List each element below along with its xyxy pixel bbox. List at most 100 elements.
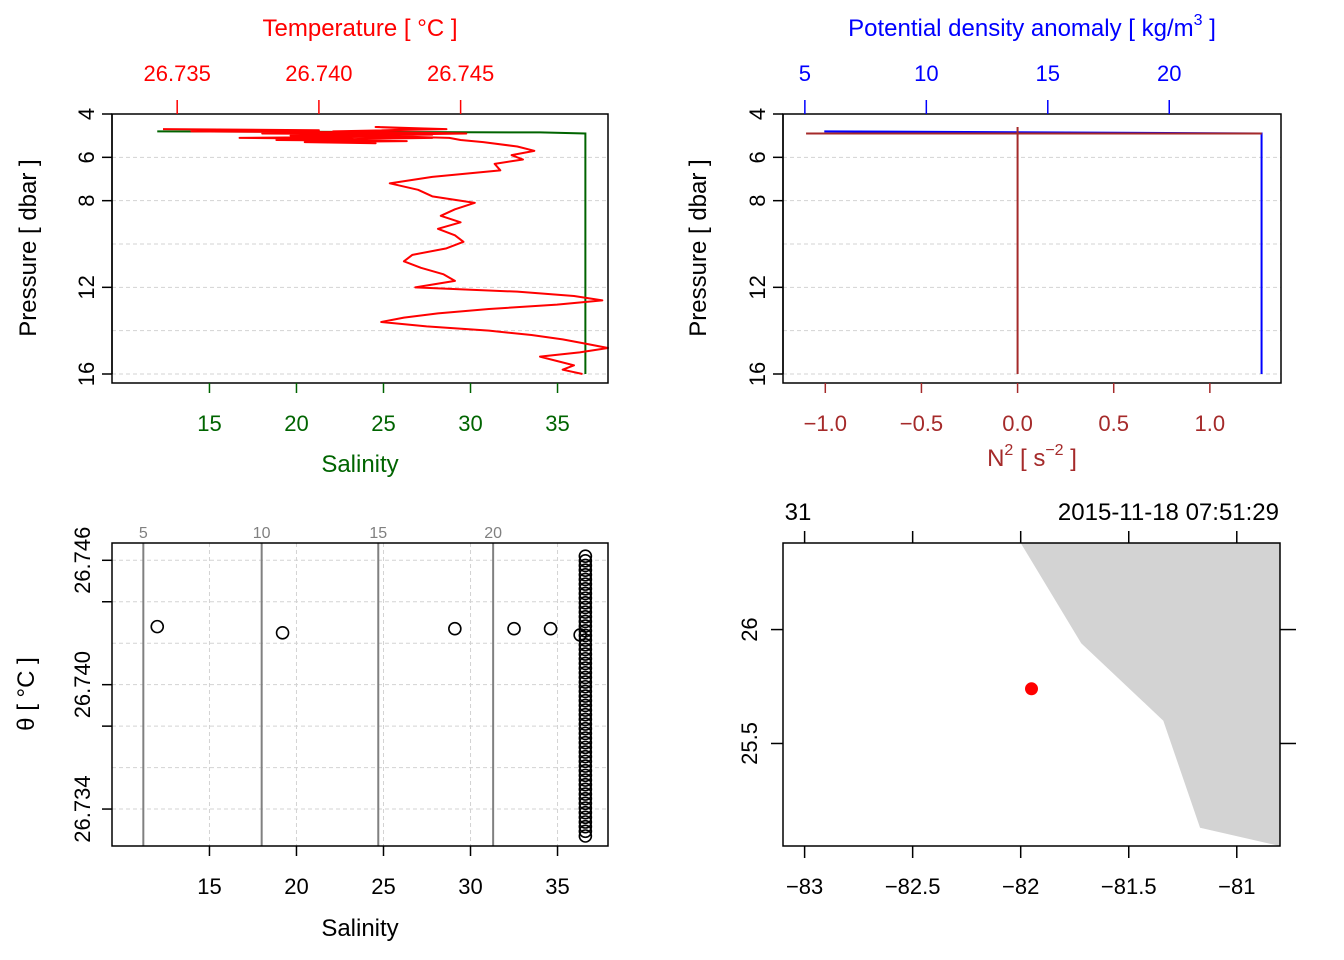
- tsdiag-cluster-point: [578, 679, 593, 694]
- n2-line: [806, 127, 1262, 374]
- n2-axis-title: N2 [ s−2 ]: [987, 442, 1077, 472]
- ts-bottom-tick-label: 25: [371, 411, 395, 436]
- tsdiag-plot-frame: [111, 542, 609, 847]
- tsdiag-bottom-axis: 15 20 25 30 35: [197, 846, 570, 899]
- tsdiag-cluster-point: [578, 656, 593, 671]
- density-top-tick-label: 20: [1157, 61, 1181, 86]
- tsdiag-cluster-point: [578, 595, 593, 610]
- n2-axis-title-main: N: [987, 445, 1004, 472]
- density-top-tick-label: 5: [799, 61, 811, 86]
- tsdiag-cluster-point: [578, 763, 593, 778]
- tsdiag-cluster-point: [578, 703, 593, 717]
- ts-top-axis: 26.735 26.740 26.745: [144, 61, 494, 114]
- density-top-tick-label: 10: [914, 61, 938, 86]
- density-top-tick-label: 15: [1036, 61, 1060, 86]
- n2-bottom-tick-label: 0.5: [1098, 411, 1129, 436]
- tsdiag-cluster-point: [578, 768, 593, 783]
- ts-bottom-tick-label: 30: [458, 411, 482, 436]
- panel-ts-diagram: 5 10 15 20 26.746 26.740 26.734 15 20 25 30 35 Sa…: [13, 525, 609, 942]
- ts-y-axis: 4 6 8 12 16: [74, 108, 113, 386]
- tsdiag-y-axis: 26.746 26.740 26.734: [70, 527, 112, 843]
- ts-grid: [112, 113, 608, 375]
- tsdiag-cluster-point: [578, 791, 593, 806]
- tsdiag-cluster-point: [578, 558, 593, 573]
- tsdiag-point: [448, 621, 462, 636]
- tsdiag-cluster-point: [578, 642, 593, 657]
- tsdiag-cluster-point: [578, 665, 593, 680]
- tsdiag-bottom-tick-label: 15: [197, 874, 221, 899]
- tsdiag-cluster-point: [578, 782, 593, 797]
- map-station-time: 2015-11-18 07:51:29: [1058, 499, 1279, 526]
- ts-temperature-series: [163, 126, 609, 375]
- tsdiag-cluster-point: [578, 740, 593, 755]
- ts-top-tick-label: 26.735: [144, 61, 211, 86]
- tsdiag-point: [543, 621, 558, 636]
- tsdiag-cluster-point: [578, 693, 593, 708]
- panel-station-map: −83 −82.5 −82 −81.5 −81 26 25.5 31 2015-11-18 …: [737, 499, 1296, 899]
- n2-bottom-tick-label: 0.0: [1002, 411, 1033, 436]
- tsdiag-cluster-point: [578, 824, 593, 839]
- tsdiag-cluster-point: [578, 801, 593, 815]
- tsdiag-cluster-point: [578, 623, 593, 638]
- tsdiag-cluster-point: [578, 637, 593, 652]
- map-lat-tick-label: 25.5: [737, 722, 762, 765]
- density-y-tick-label: 12: [745, 275, 770, 299]
- ts-top-tick-label: 26.745: [427, 61, 494, 86]
- n2-axis-title-unit-sup: −2: [1045, 442, 1063, 459]
- tsdiag-y-tick-label: 26.734: [70, 775, 95, 842]
- tsdiag-cluster-point: [578, 815, 593, 829]
- tsdiag-cluster-point: [578, 549, 593, 563]
- density-axis-title-end: ]: [1203, 15, 1216, 42]
- tsdiag-cluster-point: [578, 726, 593, 741]
- ts-y-tick-label: 4: [74, 108, 99, 120]
- tsdiag-cluster-point: [578, 647, 593, 661]
- tsdiag-cluster-point: [578, 651, 593, 666]
- tsdiag-cluster-point: [578, 749, 593, 764]
- tsdiag-cluster-point: [578, 829, 593, 843]
- tsdiag-cluster-point: [578, 777, 593, 792]
- density-axis-title: Potential density anomaly [ kg/m3 ]: [848, 12, 1216, 42]
- tsdiag-y-tick-label: 26.746: [70, 527, 95, 594]
- tsdiag-cluster-point: [578, 796, 593, 811]
- map-plot-frame: [782, 542, 1281, 847]
- density-pressure-axis-title: Pressure [ dbar ]: [685, 159, 712, 336]
- tsdiag-y-tick-label: 26.740: [70, 651, 95, 718]
- tsdiag-point: [150, 619, 165, 634]
- n2-bottom-tick-label: −0.5: [900, 411, 943, 436]
- tsdiag-cluster-point: [578, 605, 593, 619]
- ts-pressure-axis-title: Pressure [ dbar ]: [15, 159, 42, 336]
- ts-y-tick-label: 16: [74, 362, 99, 386]
- tsdiag-cluster-point: [578, 689, 593, 703]
- tsdiag-cluster-point: [578, 628, 593, 643]
- tsdiag-cluster-point: [578, 787, 593, 801]
- map-lon-tick-label: −82: [1002, 874, 1039, 899]
- density-axis-title-sup: 3: [1194, 12, 1203, 29]
- map-station-marker: [1025, 682, 1038, 696]
- tsdiag-bottom-tick-label: 30: [458, 874, 482, 899]
- tsdiag-bottom-tick-label: 25: [371, 874, 395, 899]
- ts-temperature-axis-title: Temperature [ °C ]: [263, 15, 458, 42]
- tsdiag-cluster-point: [578, 721, 593, 736]
- map-land: [1020, 543, 1280, 846]
- map-lat-tick-label: 26: [737, 617, 762, 641]
- panel-profile-density: 4 6 8 12 16 5 10 15 20 −1.0 −0.5 0.0 0.5 1.0 Potent…: [685, 12, 1282, 472]
- tsdiag-cluster-point: [578, 675, 593, 689]
- tsdiag-cluster-point: [578, 581, 593, 596]
- tsdiag-isopycnal-label: 20: [484, 525, 502, 542]
- tsdiag-isopycnal-label: 5: [139, 525, 148, 542]
- tsdiag-point: [507, 621, 521, 636]
- tsdiag-cluster-point: [578, 717, 593, 731]
- tsdiag-cluster-point: [578, 731, 593, 745]
- tsdiag-cluster-point: [578, 619, 593, 633]
- tsdiag-salinity-axis-title: Salinity: [321, 915, 398, 942]
- density-y-tick-label: 6: [745, 151, 770, 163]
- density-y-tick-label: 4: [745, 108, 770, 120]
- tsdiag-point: [275, 626, 290, 640]
- tsdiag-cluster-point: [578, 754, 593, 769]
- tsdiag-cluster-point: [578, 554, 593, 568]
- tsdiag-bottom-tick-label: 35: [545, 874, 569, 899]
- density-series-group: [806, 127, 1263, 374]
- map-lon-tick-label: −81.5: [1101, 874, 1157, 899]
- map-station: [1025, 682, 1038, 696]
